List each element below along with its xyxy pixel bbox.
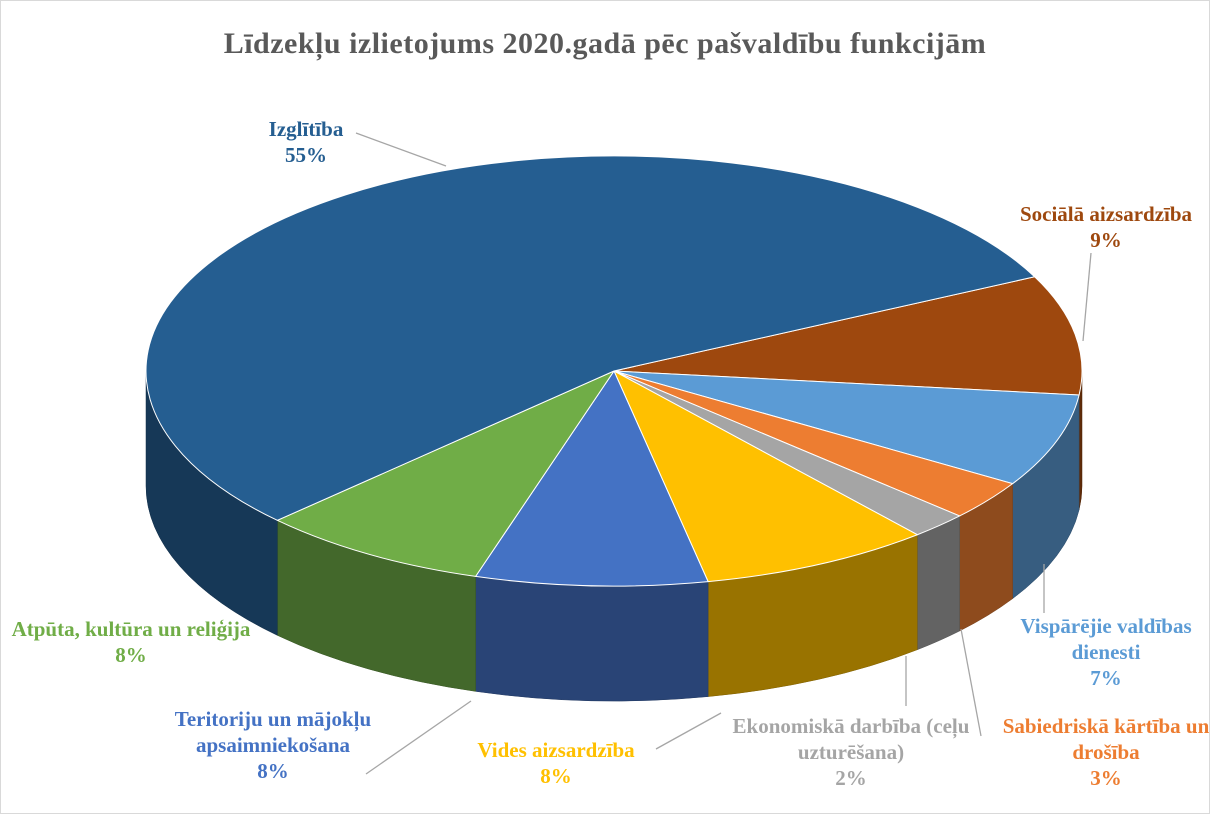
label-name: Izglītība xyxy=(268,117,344,141)
slice xyxy=(145,155,1036,521)
slice-side xyxy=(917,515,960,651)
label-value: 2% xyxy=(835,766,867,790)
leader-line xyxy=(655,712,722,750)
leader-line xyxy=(365,700,472,775)
leader-line xyxy=(355,132,447,167)
data-label: Ekonomiskā darbība (ceļu uzturēšana) 2% xyxy=(726,713,976,791)
slice xyxy=(276,369,616,577)
data-label: Teritoriju un mājokļu apsaimniekošana 8% xyxy=(168,706,378,784)
data-label: Sociālā aizsardzība 9% xyxy=(991,201,1209,253)
data-label: Vispārējie valdības dienesti 7% xyxy=(991,613,1209,691)
label-name: Sabiedriskā kārtība un drošība xyxy=(1002,714,1210,764)
label-value: 7% xyxy=(1090,666,1122,690)
label-name: Vispārējie valdības dienesti xyxy=(1020,614,1192,664)
leader-line xyxy=(1082,252,1092,342)
label-name: Sociālā aizsardzība xyxy=(1019,202,1193,226)
chart-title: Līdzekļu izlietojums 2020.gadā pēc pašva… xyxy=(223,27,987,60)
slice xyxy=(474,369,709,587)
slice xyxy=(613,276,1083,396)
label-name: Vides aizsardzība xyxy=(477,738,635,762)
label-value: 8% xyxy=(257,759,289,783)
data-label: Atpūta, kultūra un reliģija 8% xyxy=(6,616,256,668)
label-value: 3% xyxy=(1090,766,1122,790)
slice-side xyxy=(475,576,709,702)
slice xyxy=(612,369,919,583)
data-label: Izglītība 55% xyxy=(206,116,406,168)
label-value: 8% xyxy=(540,764,572,788)
leader-line xyxy=(960,628,982,737)
label-value: 9% xyxy=(1090,228,1122,252)
label-name: Atpūta, kultūra un reliģija xyxy=(11,617,251,641)
label-value: 8% xyxy=(115,643,147,667)
data-label: Sabiedriskā kārtība un drošība 3% xyxy=(991,713,1210,791)
slice xyxy=(613,370,1080,485)
label-name: Teritoriju un mājokļu apsaimniekošana xyxy=(174,707,372,757)
data-label: Vides aizsardzība 8% xyxy=(446,737,666,789)
label-value: 55% xyxy=(285,143,327,167)
label-name: Ekonomiskā darbība (ceļu uzturēšana) xyxy=(732,714,970,764)
